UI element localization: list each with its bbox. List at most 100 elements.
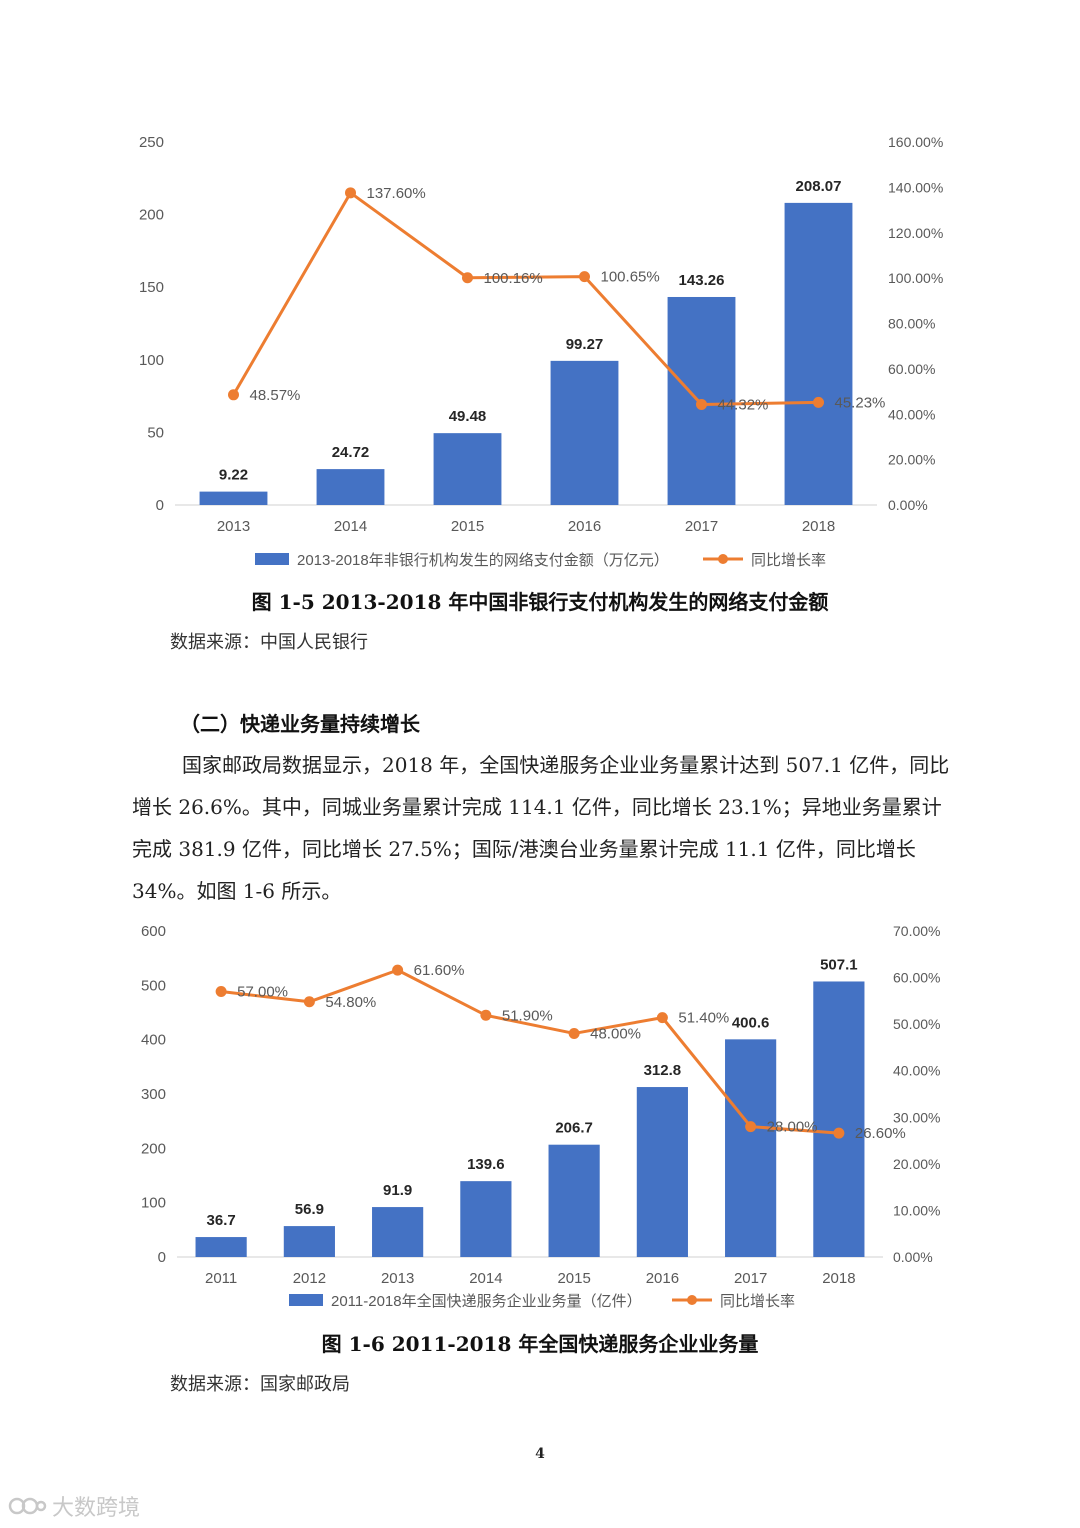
chart-express-volume: 0 100 200 300 400 500 600 0.00% 10.00% 20.00% 30.0… <box>141 923 941 1310</box>
x-tick-label: 2017 <box>685 518 718 535</box>
x-tick-label: 2016 <box>646 1270 679 1287</box>
bar <box>195 1237 247 1257</box>
growth-rate-label: 26.60% <box>855 1125 906 1142</box>
bar <box>548 1144 600 1257</box>
y-right-tick: 10.00% <box>893 1202 940 1218</box>
bar-value-label: 143.26 <box>679 272 725 289</box>
legend-bar-swatch <box>255 553 289 565</box>
watermark-logo-icon <box>8 1497 47 1515</box>
growth-rate-label: 44.32% <box>718 396 769 413</box>
y-right-tick: 60.00% <box>888 361 935 377</box>
x-tick-label: 2014 <box>334 518 367 535</box>
x-tick-label: 2018 <box>802 518 835 535</box>
x-tick-label: 2012 <box>293 1270 326 1287</box>
bar <box>636 1087 688 1257</box>
y-left-tick: 250 <box>139 134 164 151</box>
bar-value-label: 36.7 <box>207 1212 236 1229</box>
growth-rate-point <box>656 1012 668 1024</box>
data-source-1-6: 数据来源：国家邮政局 <box>170 1374 350 1395</box>
y-right-tick: 50.00% <box>893 1016 940 1032</box>
legend-line-marker <box>687 1295 697 1305</box>
y-right-tick: 20.00% <box>888 452 935 468</box>
y-right-tick: 140.00% <box>888 179 943 195</box>
growth-rate-label: 48.57% <box>250 387 301 404</box>
bar-value-label: 99.27 <box>566 336 604 353</box>
y-right-tick: 30.00% <box>893 1109 940 1125</box>
y-right-tick: 60.00% <box>893 970 940 986</box>
growth-rate-point <box>579 271 590 283</box>
growth-rate-label: 54.80% <box>325 994 376 1011</box>
bar-value-label: 208.07 <box>796 178 842 195</box>
bar <box>316 469 385 505</box>
growth-rate-point <box>833 1127 845 1139</box>
bar-value-label: 507.1 <box>820 956 858 973</box>
bar <box>433 433 502 505</box>
growth-rate-point <box>345 187 356 199</box>
growth-rate-point <box>462 272 473 284</box>
x-tick-label: 2014 <box>469 1270 502 1287</box>
bar-value-label: 9.22 <box>219 467 248 484</box>
y-right-tick: 100.00% <box>888 270 943 286</box>
y-left-tick: 0 <box>158 1249 166 1266</box>
growth-rate-point <box>392 964 404 976</box>
growth-rate-point <box>303 996 315 1008</box>
y-right-tick: 20.00% <box>893 1156 940 1172</box>
growth-rate-label: 45.23% <box>835 394 886 411</box>
section-heading: （二）快递业务量持续增长 <box>180 712 420 736</box>
growth-rate-label: 28.00% <box>767 1119 818 1136</box>
legend-bar-swatch <box>289 1294 323 1306</box>
watermark: 大数跨境 <box>8 1490 140 1522</box>
bar-value-label: 400.6 <box>732 1014 770 1031</box>
bar <box>460 1181 512 1257</box>
growth-rate-point <box>480 1009 492 1021</box>
growth-rate-label: 61.60% <box>414 962 465 979</box>
y-left-tick: 100 <box>141 1195 166 1212</box>
y-left-tick: 100 <box>139 352 164 369</box>
x-tick-label: 2015 <box>451 518 484 535</box>
growth-rate-point <box>215 986 227 998</box>
y-right-tick: 40.00% <box>888 406 935 422</box>
page-number: 4 <box>535 1446 545 1462</box>
y-left-tick: 0 <box>156 497 164 514</box>
y-left-tick: 150 <box>139 279 164 296</box>
y-left-tick: 500 <box>141 977 166 994</box>
y-left-tick: 600 <box>141 923 166 940</box>
bar <box>784 202 853 505</box>
figure-caption-1-6: 图 1-6 2011-2018 年全国快递服务企业业务量 <box>321 1332 759 1356</box>
x-tick-label: 2013 <box>381 1270 414 1287</box>
watermark-text: 大数跨境 <box>52 1496 141 1521</box>
legend-bar-label: 2013-2018年非银行机构发生的网络支付金额（万亿元） <box>297 552 669 569</box>
data-source-1-5: 数据来源：中国人民银行 <box>170 632 368 653</box>
bar-value-label: 91.9 <box>383 1182 412 1199</box>
bar <box>813 981 865 1257</box>
y-left-tick: 200 <box>141 1140 166 1157</box>
growth-rate-label: 100.65% <box>601 269 660 286</box>
y-left-tick: 50 <box>147 424 164 441</box>
x-tick-label: 2013 <box>217 518 250 535</box>
y-right-tick: 80.00% <box>888 316 935 332</box>
x-tick-label: 2017 <box>734 1270 767 1287</box>
growth-rate-label: 48.00% <box>590 1025 641 1042</box>
y-left-tick: 300 <box>141 1086 166 1103</box>
growth-rate-label: 137.60% <box>367 185 426 202</box>
x-tick-label: 2016 <box>568 518 601 535</box>
y-left-tick: 200 <box>139 207 164 224</box>
bar <box>283 1226 335 1257</box>
legend-bar-label: 2011-2018年全国快递服务企业业务量（亿件） <box>331 1292 642 1310</box>
legend-line-marker <box>718 554 728 564</box>
growth-rate-label: 51.40% <box>678 1010 729 1027</box>
growth-rate-point <box>568 1027 580 1039</box>
legend-line-label: 同比增长率 <box>720 1293 795 1310</box>
bar <box>550 360 619 505</box>
paragraph-text: 国家邮政局数据显示，2018 年，全国快递服务企业业务量累计达到 507.1 亿… <box>132 753 950 903</box>
figure-caption-1-5: 图 1-5 2013-2018 年中国非银行支付机构发生的网络支付金额 <box>251 590 829 614</box>
bar <box>725 1039 777 1257</box>
growth-rate-line <box>220 968 839 1135</box>
y-right-tick: 70.00% <box>893 923 940 939</box>
y-right-tick: 0.00% <box>893 1249 933 1265</box>
growth-rate-label: 100.16% <box>484 270 543 287</box>
growth-rate-point <box>745 1121 757 1133</box>
bar <box>372 1207 424 1257</box>
x-tick-label: 2018 <box>822 1270 855 1287</box>
bar-value-label: 56.9 <box>295 1201 324 1218</box>
